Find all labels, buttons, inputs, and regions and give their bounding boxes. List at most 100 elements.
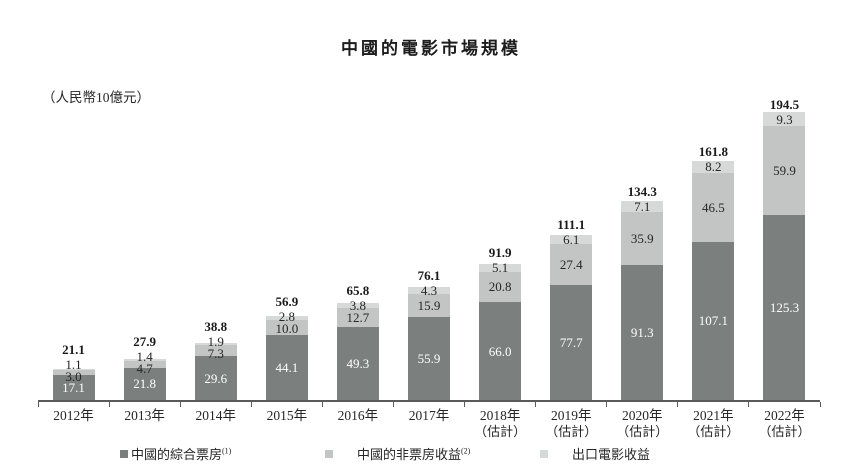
bar-group-2016年: 49.3 12.7 3.8 65.8	[322, 62, 393, 400]
x-axis-year: 2021年	[693, 408, 734, 423]
tick-mark	[179, 402, 181, 407]
bar-value-box-office: 91.3	[630, 324, 654, 340]
bar-value-export-revenue: 4.3	[420, 283, 438, 299]
bar-segment-box-office	[763, 214, 806, 400]
bar-value-non-box-office: 35.9	[630, 230, 654, 246]
legend-item-box-office: 中國的綜合票房(1)	[120, 444, 231, 463]
bar-value-non-box-office: 20.8	[488, 279, 512, 295]
bar-value-export-revenue: 1.1	[65, 357, 82, 373]
legend-marker-non-box-office	[325, 449, 333, 458]
x-axis-label-2013年: 2013年	[109, 408, 180, 439]
bar-segment-non-box-office	[52, 370, 95, 375]
x-axis-estimate-note: （估計）	[474, 424, 527, 439]
bar-total-label: 21.1	[62, 342, 85, 358]
x-axis-label-2016年: 2016年	[322, 408, 393, 439]
bar-segment-export-revenue	[621, 201, 664, 212]
bar-value-export-revenue: 7.1	[634, 199, 651, 214]
bar-segment-non-box-office	[265, 319, 308, 335]
bar-group-2022年: 125.3 59.9 9.3 194.5	[749, 62, 820, 400]
bar-value-export-revenue: 8.2	[705, 159, 722, 175]
bar-segment-export-revenue	[550, 235, 593, 245]
bar-total-label: 111.1	[557, 217, 586, 233]
bar-value-export-revenue: 5.1	[491, 260, 509, 276]
bar-value-box-office: 125.3	[769, 299, 800, 315]
bar-segment-non-box-office	[336, 308, 379, 328]
bar-value-export-revenue: 6.1	[563, 232, 580, 248]
bar-value-box-office: 55.9	[417, 351, 441, 367]
bar-segment-box-office	[550, 285, 593, 400]
bar-segment-box-office	[265, 334, 308, 400]
bar-value-box-office: 17.1	[62, 379, 85, 395]
x-axis-year: 2017年	[408, 408, 450, 423]
tick-mark	[606, 402, 608, 407]
bar-group-2019年: 77.7 27.4 6.1 111.1	[536, 62, 607, 400]
x-axis-label-2018年: 2018年 （估計）	[465, 408, 536, 439]
bar-value-non-box-office: 7.3	[207, 345, 224, 361]
legend-item-export-revenue: 出口電影收益	[540, 444, 650, 463]
x-axis-year: 2013年	[124, 408, 165, 423]
x-axis-label-2021年: 2021年 （估計）	[678, 408, 749, 439]
bar-segment-export-revenue	[336, 302, 379, 309]
bar-segment-export-revenue	[408, 287, 451, 294]
bar-segment-export-revenue	[692, 160, 735, 173]
x-axis-label-2019年: 2019年 （估計）	[536, 408, 607, 439]
x-axis-label-2020年: 2020年 （估計）	[607, 408, 678, 439]
bar-segment-non-box-office	[763, 125, 806, 215]
chart-title: 中國的電影市場規模	[341, 39, 521, 58]
tick-mark	[464, 402, 466, 407]
x-axis-year: 2022年	[764, 408, 805, 423]
x-axis-label-2015年: 2015年	[251, 408, 322, 439]
bar-segment-non-box-office	[408, 293, 451, 318]
bar-group-2021年: 107.1 46.5 8.2 161.8	[678, 62, 749, 400]
tick-mark	[392, 402, 394, 407]
bar-segment-export-revenue	[479, 264, 522, 272]
bar-value-box-office: 49.3	[346, 356, 370, 372]
bar-value-export-revenue: 2.8	[278, 309, 295, 325]
tick-mark	[535, 402, 537, 407]
legend-label: 中國的綜合票房(1)	[131, 446, 232, 462]
bar-group-2018年: 66.0 20.8 5.1 91.9	[465, 62, 536, 400]
x-axis-ticks	[37, 402, 821, 408]
x-axis-label-2012年: 2012年	[38, 408, 109, 439]
bar-value-non-box-office: 10.0	[275, 321, 299, 337]
bar-group-2015年: 44.1 10.0 2.8 56.9	[251, 62, 322, 400]
x-axis-year: 2015年	[266, 408, 308, 423]
x-axis-estimate-note: （估計）	[545, 424, 598, 439]
bar-segment-box-office	[123, 367, 166, 400]
bar-value-non-box-office: 12.7	[346, 310, 370, 326]
bar-segment-export-revenue	[763, 112, 806, 126]
x-axis-estimate-note: （估計）	[758, 424, 811, 439]
bar-value-export-revenue: 3.8	[349, 297, 367, 313]
legend-label: 中國的非票房收益(2)	[357, 446, 471, 462]
bar-value-export-revenue: 9.3	[776, 111, 793, 127]
tick-mark	[748, 402, 750, 407]
tick-mark	[108, 402, 110, 407]
legend-marker-export-revenue	[540, 449, 548, 458]
bar-value-box-office: 66.0	[488, 343, 512, 359]
bar-total-label: 27.9	[133, 333, 157, 349]
bar-value-non-box-office: 4.7	[136, 360, 153, 376]
bar-value-non-box-office: 3.0	[65, 369, 82, 385]
x-axis-year: 2018年	[479, 408, 521, 423]
bar-segment-export-revenue	[123, 358, 166, 361]
bar-segment-box-office	[479, 302, 522, 400]
legend-label: 出口電影收益	[572, 447, 651, 462]
bar-group-2012年: 17.1 3.0 1.1 21.1	[38, 62, 109, 400]
bar-segment-non-box-office	[123, 360, 166, 368]
tick-mark	[37, 402, 39, 407]
x-axis-label-2014年: 2014年	[180, 408, 251, 439]
x-axis-year: 2019年	[550, 408, 592, 423]
bar-segment-box-office	[52, 374, 95, 400]
x-axis-estimate-note: （估計）	[687, 424, 740, 439]
x-axis-year: 2016年	[337, 408, 379, 423]
legend-label-footnote: (1)	[222, 446, 232, 456]
x-axis-year: 2014年	[195, 408, 236, 423]
y-axis-unit-label: （人民幣10億元）	[42, 90, 150, 105]
bar-value-export-revenue: 1.4	[136, 348, 153, 364]
bar-segment-non-box-office	[550, 244, 593, 286]
legend-marker-box-office	[120, 449, 128, 458]
bar-segment-box-office	[692, 241, 735, 400]
bar-value-non-box-office: 27.4	[559, 257, 583, 273]
bar-group-2017年: 55.9 15.9 4.3 76.1	[393, 62, 464, 400]
bar-segment-export-revenue	[265, 315, 308, 320]
